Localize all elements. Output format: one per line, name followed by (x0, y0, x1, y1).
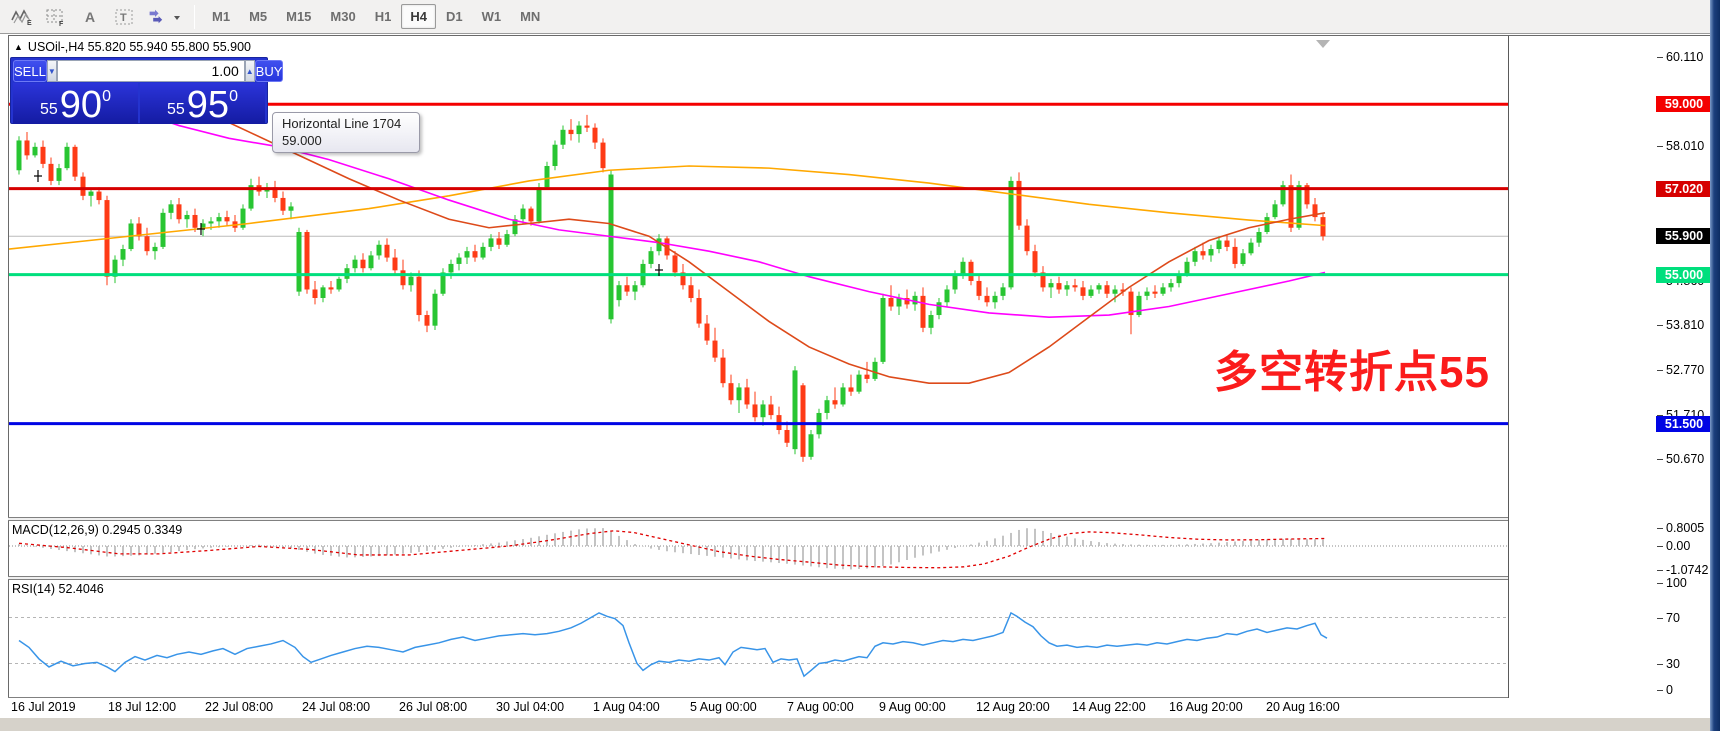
axis-tick (1657, 414, 1663, 416)
macd-axis-label: 0.8005 (1666, 521, 1705, 536)
time-label: 26 Jul 08:00 (399, 700, 468, 714)
timeframe-h4[interactable]: H4 (401, 4, 436, 29)
price-badge-57.020: 57.020 (1656, 180, 1712, 197)
macd-axis-label: 0.00 (1666, 539, 1691, 553)
timeframe-m30[interactable]: M30 (330, 9, 356, 24)
rsi-axis-label: 70 (1666, 610, 1680, 625)
rsi-axis-label: 100 (1666, 576, 1687, 590)
price-label: 50.670 (1666, 451, 1705, 466)
rsi-pane[interactable] (9, 580, 1508, 697)
time-label: 18 Jul 12:00 (108, 700, 177, 714)
rsi-axis-label: 0 (1666, 683, 1673, 697)
buy-button[interactable]: BUY (254, 60, 284, 82)
price-badge-59.000: 59.000 (1656, 96, 1712, 113)
macd-pane[interactable] (9, 521, 1508, 576)
axis-tick (1657, 690, 1663, 691)
price-label: 52.770 (1666, 362, 1705, 377)
collapse-triangle-icon[interactable]: ▲ (14, 42, 23, 52)
pane-border (8, 697, 1508, 698)
tooltip-value: 59.000 (282, 132, 322, 148)
window-bottom-strip (0, 717, 1720, 731)
rsi-axis-label: 30 (1666, 656, 1680, 671)
toolbar: E F A T M1 M5 M15 M30 H1 H4 D1 W1 MN (0, 0, 1720, 34)
timeframe-h1[interactable]: H1 (374, 9, 392, 24)
axis-tick (1657, 369, 1663, 371)
chart-shift-marker[interactable] (1316, 40, 1330, 48)
price-badge-51.500: 51.500 (1656, 415, 1712, 432)
sell-price-display[interactable]: 55 90 0 (13, 83, 138, 124)
axis-tick (1657, 146, 1663, 148)
time-label: 9 Aug 00:00 (879, 700, 946, 714)
window-right-edge (1710, 0, 1720, 731)
time-label: 7 Aug 00:00 (787, 700, 854, 714)
symbol-ohlc-header: ▲ USOil-,H4 55.820 55.940 55.800 55.900 (14, 40, 251, 54)
volume-input[interactable] (56, 60, 245, 82)
axis-tick (1657, 617, 1663, 619)
timeframe-w1[interactable]: W1 (481, 9, 502, 24)
axis-tick (1657, 583, 1663, 584)
time-label: 12 Aug 20:00 (976, 700, 1050, 714)
axis-tick (1657, 458, 1663, 460)
macd-indicator-label: MACD(12,26,9) 0.2945 0.3349 (12, 523, 183, 537)
time-label: 1 Aug 04:00 (593, 700, 660, 714)
rsi-indicator-label: RSI(14) 52.4046 (12, 582, 104, 596)
axis-border (1508, 36, 1509, 698)
time-label: 14 Aug 22:00 (1072, 700, 1146, 714)
timeframe-m15[interactable]: M15 (286, 9, 312, 24)
time-label: 20 Aug 16:00 (1266, 700, 1340, 714)
svg-text:E: E (27, 20, 32, 26)
svg-text:T: T (120, 12, 127, 24)
timeframe-m5[interactable]: M5 (249, 9, 268, 24)
buy-price-handle: 55 (167, 101, 185, 118)
volume-increase-button[interactable]: ▲ (244, 60, 255, 82)
text-label-icon[interactable]: A (74, 4, 106, 30)
price-label: 58.010 (1666, 139, 1705, 154)
axis-tick (1657, 546, 1663, 547)
svg-text:A: A (85, 9, 95, 25)
volume-decrease-button[interactable]: ▼ (46, 60, 57, 82)
object-tooltip: Horizontal Line 1704 59.000 (272, 112, 420, 153)
time-label: 16 Aug 20:00 (1169, 700, 1243, 714)
sell-price-handle: 55 (40, 101, 58, 118)
macd-axis-label: -1.0742 (1666, 563, 1709, 578)
time-axis[interactable]: 16 Jul 2019 18 Jul 12:00 22 Jul 08:00 24 Ju… (8, 698, 1708, 717)
indicators-icon[interactable]: E (6, 4, 38, 30)
time-label: 30 Jul 04:00 (496, 700, 565, 714)
axis-tick (1657, 325, 1663, 327)
price-label: 53.810 (1666, 318, 1705, 333)
toolbar-separator (194, 4, 195, 29)
sell-button[interactable]: SELL (13, 60, 47, 82)
time-label: 5 Aug 00:00 (690, 700, 757, 714)
svg-text:F: F (59, 21, 64, 26)
arrows-icon[interactable] (142, 4, 186, 30)
timeframe-m1[interactable]: M1 (212, 9, 231, 24)
time-label: 24 Jul 08:00 (302, 700, 371, 714)
time-label: 22 Jul 08:00 (205, 700, 274, 714)
timeframe-group: M1 M5 M15 M30 H1 H4 D1 W1 MN (203, 4, 550, 29)
timeframe-mn[interactable]: MN (520, 9, 541, 24)
price-badge-55.000: 55.000 (1656, 266, 1712, 283)
buy-price-display[interactable]: 55 95 0 (140, 83, 265, 124)
price-label: 60.110 (1666, 50, 1704, 64)
timeframe-d1[interactable]: D1 (445, 9, 463, 24)
axis-tick (1657, 663, 1663, 665)
pane-separator[interactable] (8, 576, 1508, 580)
time-label: 16 Jul 2019 (11, 700, 76, 714)
chart-text-annotation[interactable]: 多空转折点55 (1214, 348, 1490, 397)
axis-tick (1657, 570, 1663, 572)
axis-tick (1657, 57, 1663, 58)
pane-separator[interactable] (8, 517, 1508, 521)
tooltip-title: Horizontal Line 1704 (282, 116, 402, 131)
text-box-icon[interactable]: T (108, 4, 140, 30)
price-badge-55.900: 55.900 (1656, 228, 1712, 245)
grid-icon[interactable]: F (40, 4, 72, 30)
axis-tick (1657, 528, 1663, 530)
